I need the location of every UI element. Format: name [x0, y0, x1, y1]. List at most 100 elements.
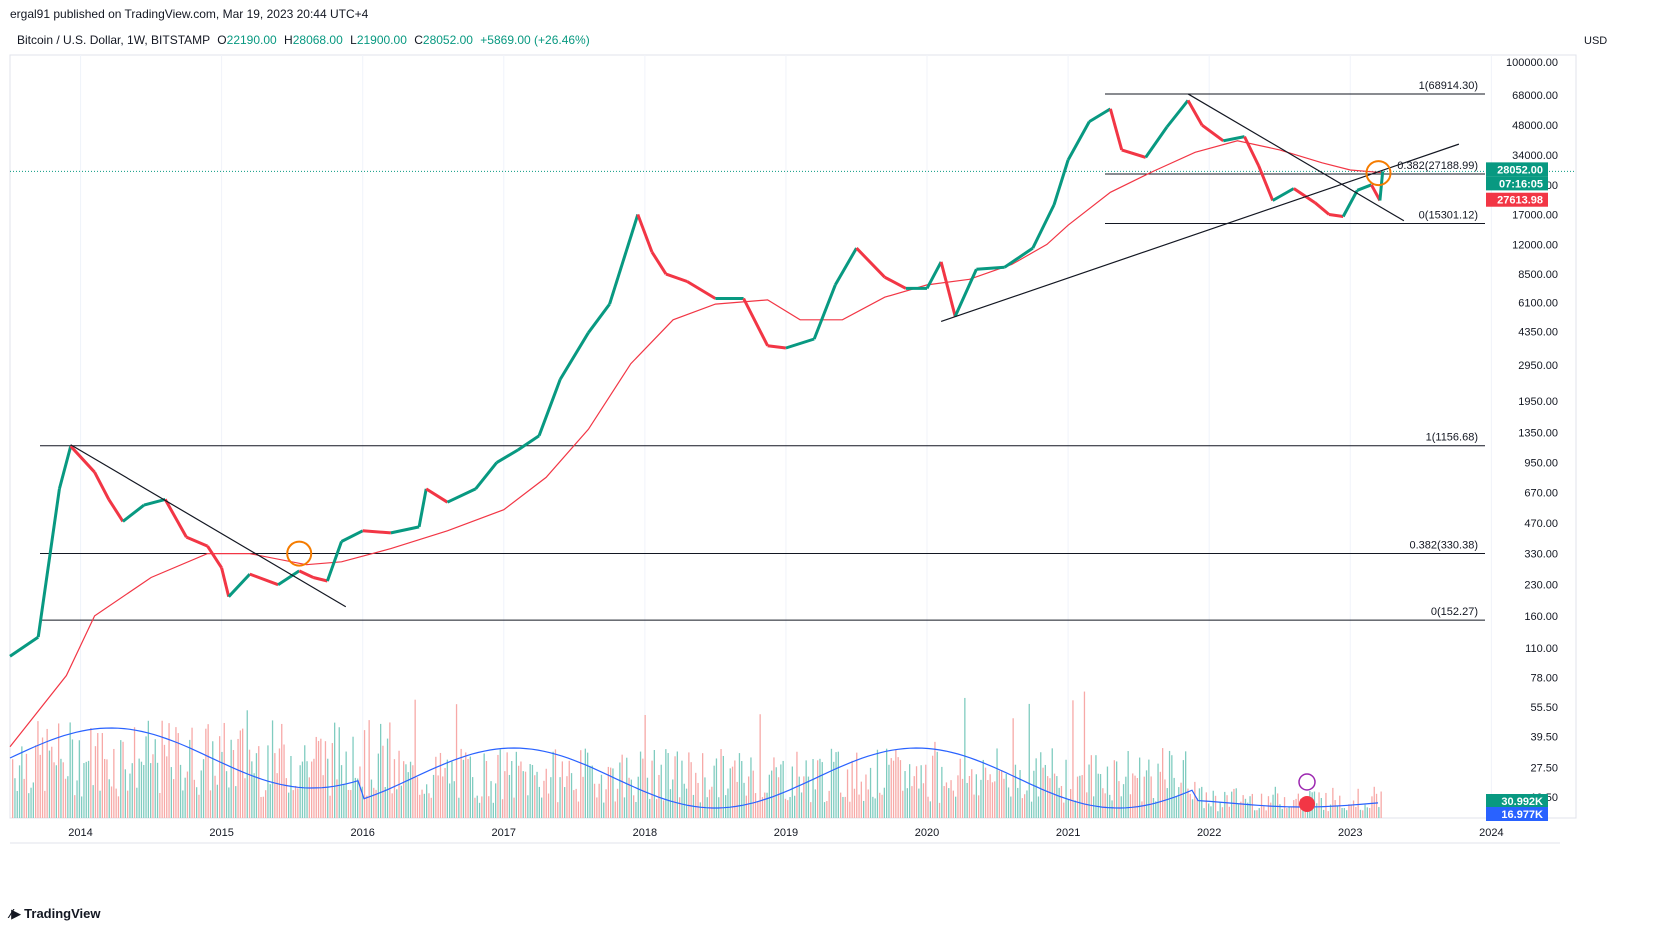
volume-bar — [856, 752, 858, 818]
volume-bar — [547, 793, 550, 818]
volume-bar — [138, 758, 140, 818]
volume-bar — [1369, 807, 1371, 818]
volume-bar — [766, 792, 768, 818]
price-segment — [1328, 213, 1344, 218]
volume-bar — [1088, 764, 1090, 818]
volume-bar — [184, 777, 186, 818]
volume-bar — [527, 795, 529, 818]
volume-bar — [1076, 776, 1079, 818]
volume-bar — [1375, 793, 1378, 818]
y-tick-label: 110.00 — [1525, 643, 1558, 655]
volume-bar — [991, 782, 994, 818]
volume-bar — [761, 797, 764, 818]
volume-bar — [386, 738, 389, 818]
volume-bar — [400, 785, 402, 818]
volume-bar — [1352, 800, 1355, 818]
volume-bar — [754, 793, 757, 818]
y-tick-label: 950.00 — [1524, 458, 1558, 470]
volume-bar — [865, 774, 867, 818]
volume-bar — [143, 764, 145, 818]
volume-bar — [1240, 801, 1242, 818]
volume-bar — [1366, 807, 1368, 818]
volume-bar — [294, 785, 297, 818]
volume-bar — [338, 727, 340, 818]
volume-bar — [255, 753, 258, 818]
volume-bar — [1139, 757, 1141, 818]
volume-bar — [99, 790, 101, 818]
volume-bar — [683, 783, 685, 818]
volume-bar — [853, 788, 856, 818]
volume-bar — [651, 760, 653, 818]
volume-bar — [957, 775, 959, 818]
volume-bar — [78, 740, 80, 818]
volume-bar — [1258, 808, 1260, 818]
volume-bar — [695, 772, 697, 818]
volume-bar — [1267, 796, 1270, 818]
volume-bar — [619, 762, 621, 818]
volume-bar — [1329, 804, 1332, 818]
price-segment — [425, 487, 449, 504]
volume-bar — [1214, 795, 1217, 818]
volume-bar — [455, 704, 458, 818]
volume-bar — [672, 779, 674, 818]
volume-bar — [1217, 811, 1219, 818]
volume-bar — [46, 728, 48, 818]
symbol-label[interactable]: Bitcoin / U.S. Dollar, 1W, BITSTAMP — [17, 33, 210, 47]
price-segment — [1271, 187, 1295, 202]
volume-bar — [524, 771, 527, 818]
volume-bar — [1316, 803, 1318, 818]
price-segment — [558, 331, 590, 381]
chart-legend: Bitcoin / U.S. Dollar, 1W, BITSTAMP O221… — [17, 33, 590, 47]
low-label: L — [350, 33, 357, 47]
volume-bar — [1281, 808, 1283, 818]
volume-bar — [959, 758, 961, 818]
price-segment — [587, 303, 611, 334]
volume-bar — [202, 759, 205, 818]
x-tick-label: 2023 — [1338, 827, 1362, 839]
volume-bar — [320, 738, 322, 818]
volume-bar — [1203, 808, 1205, 818]
price-segment — [1292, 187, 1316, 204]
volume-bar — [938, 802, 941, 818]
volume-bar — [271, 720, 274, 818]
price-segment — [206, 545, 223, 569]
volume-bar — [704, 777, 706, 818]
volume-bar — [299, 765, 301, 818]
volume-bar — [621, 754, 623, 818]
volume-bar — [906, 788, 908, 818]
volume-bar — [265, 790, 267, 818]
volume-bar — [1095, 755, 1097, 818]
volume-bar — [449, 783, 451, 818]
volume-bar — [30, 787, 32, 818]
volume-bar — [1265, 810, 1267, 818]
volume-bar — [69, 722, 71, 818]
volume-bar — [1254, 810, 1256, 818]
high-label: H — [284, 33, 293, 47]
price-segment — [1052, 159, 1070, 206]
volume-bar — [168, 723, 170, 818]
volume-bar — [545, 768, 547, 818]
volume-bar — [584, 748, 586, 818]
axes: 100000.0068000.0048000.0034000.0024000.0… — [68, 57, 1558, 839]
volume-bar — [1247, 802, 1249, 818]
volume-bar — [791, 766, 793, 818]
price-badge-label: 30.992K — [1501, 796, 1543, 808]
volume-bar — [58, 723, 60, 818]
volume-bar — [51, 746, 53, 818]
price-segment — [742, 297, 769, 347]
volume-bar — [147, 720, 149, 818]
volume-bar — [83, 763, 85, 818]
x-tick-label: 2015 — [209, 827, 233, 839]
price-segment — [686, 280, 717, 300]
volume-bar — [674, 756, 676, 818]
volume-bar — [179, 764, 182, 818]
footer-brand[interactable]: ⁄▶ TradingView — [10, 906, 101, 922]
volume-bar — [409, 761, 412, 818]
volume-bar — [301, 761, 304, 818]
volume-bar — [529, 764, 531, 818]
price-segment — [220, 567, 231, 598]
trendlines — [70, 93, 1460, 608]
volume-bar — [915, 766, 918, 818]
volume-bar — [1297, 793, 1299, 818]
